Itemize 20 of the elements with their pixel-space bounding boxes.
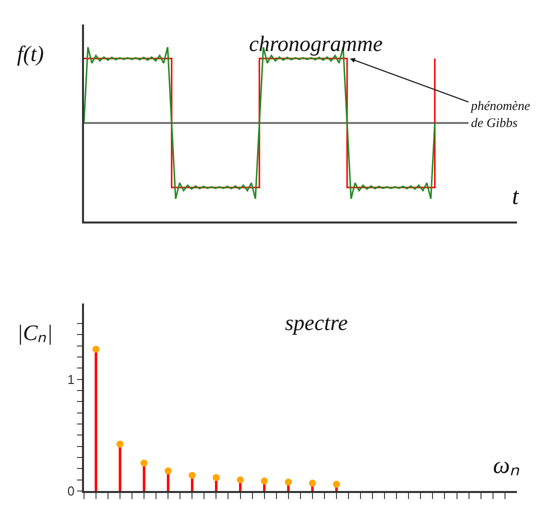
x-axis-title: t [512, 184, 520, 210]
y-axis-title: f(t) [17, 41, 44, 66]
point [236, 476, 244, 484]
text: phénomène de Gibbs [470, 98, 530, 130]
point [116, 440, 124, 448]
y-axis-title: |Cₙ| [17, 320, 53, 345]
x-axis-title: ωₙ [493, 453, 520, 479]
point [332, 480, 340, 488]
point [308, 480, 316, 487]
point [260, 477, 268, 484]
y-tick-label: 1 [67, 372, 75, 387]
chart-title: chronogramme [249, 31, 383, 56]
point [140, 460, 148, 467]
point [212, 474, 220, 482]
y-tick-label: 0 [67, 484, 75, 499]
chart-title: spectre [285, 310, 348, 335]
point [92, 346, 100, 353]
point [188, 472, 196, 479]
point [164, 467, 172, 474]
point [284, 478, 292, 486]
